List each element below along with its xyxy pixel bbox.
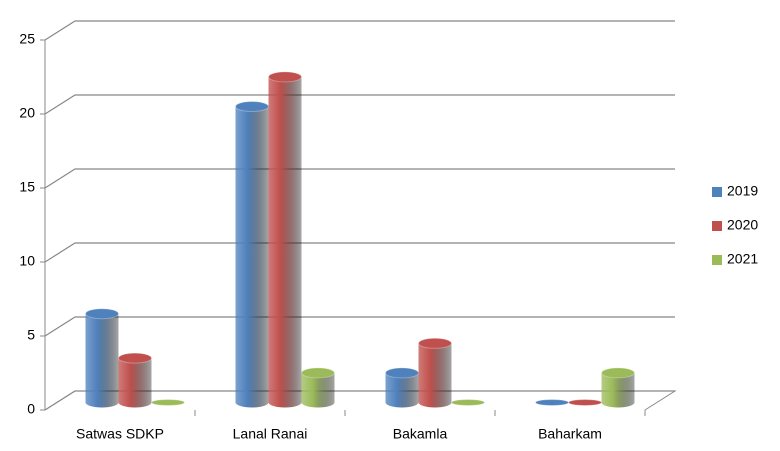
bar-top	[568, 399, 602, 406]
bar	[451, 399, 485, 406]
bar	[151, 399, 185, 406]
bar-top	[151, 399, 185, 406]
bar	[385, 367, 419, 408]
bar	[418, 337, 452, 408]
x-tick-label: Bakamla	[393, 426, 448, 442]
grid-line	[44, 242, 675, 263]
grid-line	[44, 316, 675, 337]
bar-top	[601, 367, 635, 379]
y-tick-label: 10	[19, 253, 35, 269]
y-tick-label: 25	[19, 31, 35, 47]
bar-top	[385, 367, 419, 379]
legend-swatch	[712, 255, 722, 265]
grid-line	[44, 390, 675, 411]
bar-body	[601, 372, 635, 408]
y-tick-label: 15	[19, 179, 35, 195]
bar-body	[118, 358, 152, 408]
bar-body	[385, 372, 419, 408]
bar	[535, 399, 569, 406]
legend-label: 2021	[727, 251, 758, 267]
bar-top	[535, 399, 569, 406]
legend-label: 2020	[727, 217, 758, 233]
bar-top	[118, 352, 152, 364]
back-wall	[45, 21, 75, 410]
grid-line	[44, 94, 675, 115]
bar	[301, 367, 335, 408]
legend-swatch	[712, 187, 722, 197]
bar-body	[418, 343, 452, 408]
x-tick-label: Baharkam	[538, 426, 602, 442]
bar-top	[85, 308, 119, 320]
y-tick-label: 0	[27, 401, 35, 417]
bar	[568, 399, 602, 406]
bar-top	[235, 101, 269, 112]
x-tick-label: Lanal Ranai	[233, 426, 308, 442]
bar-top	[268, 71, 302, 83]
bar-top	[451, 399, 485, 406]
y-tick-label: 20	[19, 105, 35, 121]
grid-line	[44, 168, 675, 189]
bar-body	[235, 106, 269, 408]
bar	[268, 71, 302, 408]
bar-body	[268, 76, 302, 408]
bar-body	[85, 313, 119, 408]
bar-top	[301, 367, 335, 379]
bar	[235, 101, 269, 408]
y-tick-label: 5	[27, 327, 35, 343]
bar-top	[418, 337, 452, 349]
grid-line	[44, 20, 675, 41]
bar-body	[301, 372, 335, 408]
x-tick-label: Satwas SDKP	[76, 426, 164, 442]
legend-label: 2019	[727, 183, 758, 199]
bar	[601, 367, 635, 408]
bar	[85, 308, 119, 408]
legend-swatch	[712, 221, 722, 231]
bar	[118, 352, 152, 408]
